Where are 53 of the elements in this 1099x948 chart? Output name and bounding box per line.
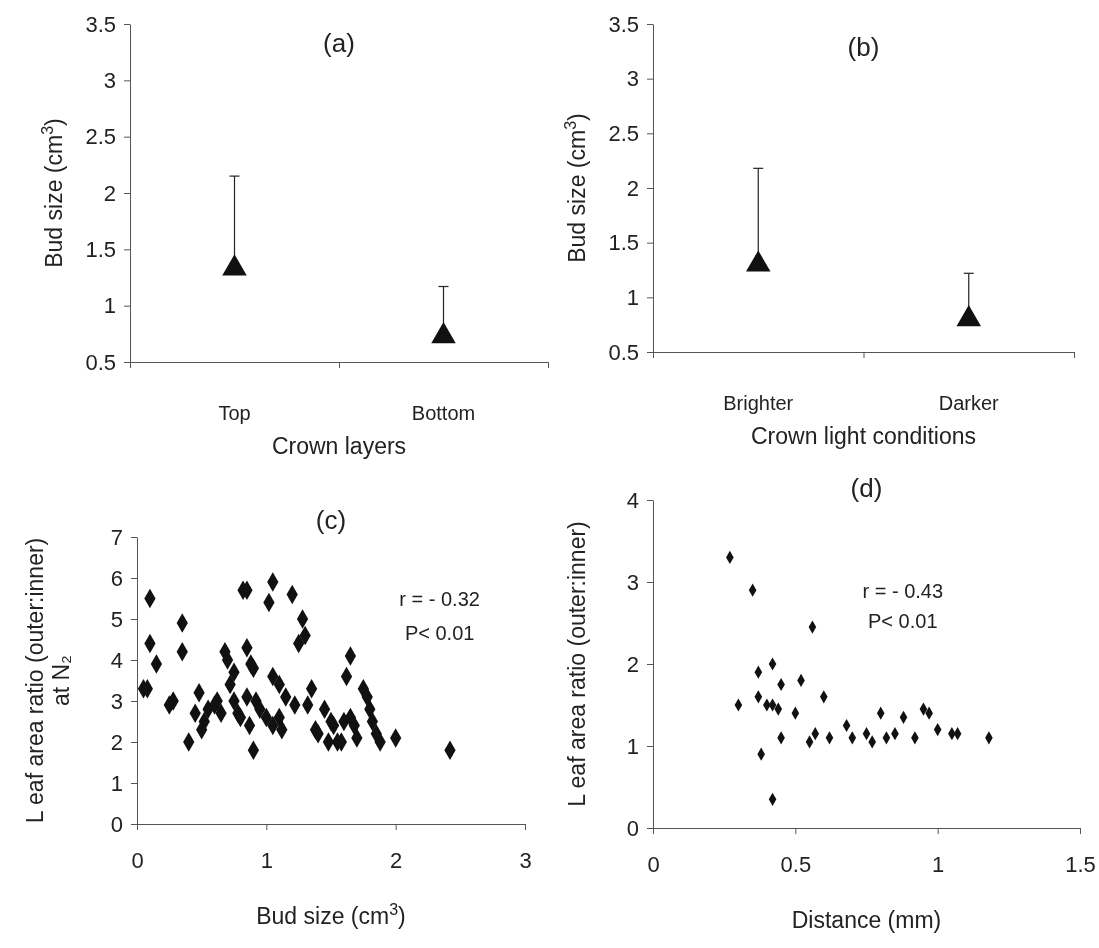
x-tick-label: Top <box>218 402 251 424</box>
chart-title: (b) <box>847 32 880 62</box>
x-axis-title: Crown light conditions <box>750 423 977 449</box>
chart-title: (d) <box>850 473 883 503</box>
x-tick-label: 0 <box>131 847 144 873</box>
y-tick-label: 2 <box>110 729 123 755</box>
x-tick-label: 1.5 <box>1065 851 1096 877</box>
y-tick-label: 3 <box>626 66 639 92</box>
annotation: P< 0.01 <box>868 609 938 632</box>
x-tick-label: 1 <box>260 847 273 873</box>
y-tick-label: 0 <box>626 815 639 841</box>
x-tick-label: Bottom <box>411 402 476 424</box>
annotation: P< 0.01 <box>404 622 475 645</box>
y-tick-label: 2 <box>626 651 639 677</box>
y-tick-label: 0.5 <box>608 339 639 365</box>
y-tick-label: 6 <box>110 565 123 591</box>
y-tick-label: 1 <box>103 293 116 319</box>
x-tick-label: 0 <box>647 851 660 877</box>
y-tick-label: 1 <box>626 284 639 310</box>
y-tick-label: 3.5 <box>608 11 639 37</box>
y-tick-label: 3.5 <box>85 11 116 37</box>
annotation: r = - 0.43 <box>862 580 944 603</box>
y-tick-label: 4 <box>110 647 123 673</box>
chart-title: (a) <box>323 28 355 58</box>
x-axis-title: Distance (mm) <box>791 907 942 933</box>
y-tick-label: 2.5 <box>85 124 116 150</box>
x-tick-label: Darker <box>938 392 1000 414</box>
y-tick-label: 0.5 <box>85 349 116 375</box>
y-tick-label: 0 <box>110 811 123 837</box>
y-axis-title: L eaf area ratio (outer:inner) at N₂ <box>22 537 74 824</box>
annotation: r = - 0.32 <box>399 587 480 610</box>
y-tick-label: 2.5 <box>608 120 639 146</box>
x-axis-title: Bud size (cm$^{3}$) <box>256 900 406 929</box>
y-tick-label: 3 <box>103 67 116 93</box>
y-tick-label: 3 <box>626 569 639 595</box>
x-tick-label: 1 <box>932 851 945 877</box>
y-tick-label: 3 <box>110 688 123 714</box>
x-tick-label: 2 <box>390 847 403 873</box>
y-tick-label: 1 <box>626 733 639 759</box>
x-tick-label: 3 <box>519 847 532 873</box>
y-tick-label: 2 <box>626 175 639 201</box>
x-tick-label: 0.5 <box>780 851 812 877</box>
y-tick-label: 2 <box>103 180 116 206</box>
y-tick-label: 4 <box>626 487 639 513</box>
y-tick-label: 7 <box>110 524 123 550</box>
x-axis-title: Crown layers <box>271 433 407 459</box>
y-tick-label: 1.5 <box>85 236 116 262</box>
y-tick-label: 5 <box>110 606 123 632</box>
y-tick-label: 1.5 <box>608 230 639 256</box>
y-axis-title: L eaf area ratio (outer:inner) <box>564 521 590 807</box>
y-tick-label: 1 <box>110 770 123 796</box>
x-tick-label: Brighter <box>723 392 794 414</box>
chart-title: (c) <box>315 505 347 535</box>
